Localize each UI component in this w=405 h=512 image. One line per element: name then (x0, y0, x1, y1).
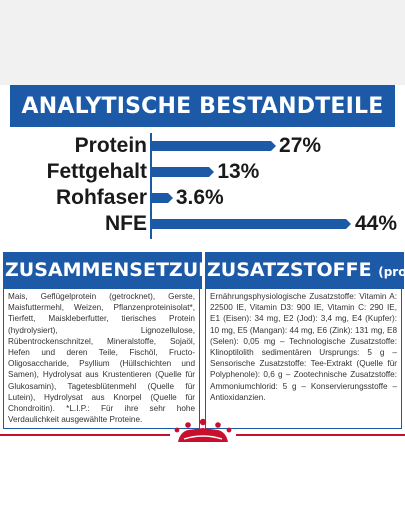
chart-value-label: 13% (217, 160, 260, 183)
royal-canin-crown-icon (174, 418, 232, 442)
composition-text: Mais, Geflügelprotein (getrocknet), Gers… (3, 289, 200, 429)
chart-value-label: 27% (279, 134, 322, 157)
chart-category-label: Fettgehalt (46, 160, 147, 183)
chart-value-label: 3.6% (175, 186, 224, 209)
chart-category-label: Protein (74, 134, 147, 157)
chart-bar (152, 193, 173, 203)
composition-heading: ZUSAMMENSETZUNG (3, 252, 202, 289)
additives-subtitle: (pro kg) (378, 265, 404, 279)
chart-row-rohfaser: Rohfaser 3.6% (0, 186, 405, 210)
chart-row-protein: Protein 27% (0, 134, 405, 158)
chart-category-label: Rohfaser (55, 186, 147, 209)
additives-text: Ernährungsphysiologische Zusatzstoffe: V… (205, 289, 402, 429)
chart-row-nfe: NFE 44% (0, 212, 405, 236)
chart-bar (152, 167, 215, 177)
additives-heading: ZUSATZSTOFFE (pro kg) (205, 252, 404, 289)
footer-line-right (236, 434, 405, 436)
footer-divider (0, 431, 405, 439)
additives-title: ZUSATZSTOFFE (207, 259, 372, 281)
chart-category-label: NFE (105, 212, 147, 235)
top-band (0, 0, 405, 85)
composition-title: ZUSAMMENSETZUNG (5, 259, 202, 281)
page-title: ANALYTISCHE BESTANDTEILE (10, 85, 395, 127)
chart-bar (152, 219, 351, 229)
footer-line-left (0, 434, 170, 436)
chart-axis (150, 133, 152, 239)
chart-bar (152, 141, 277, 151)
chart-value-label: 44% (354, 212, 397, 235)
chart-row-fettgehalt: Fettgehalt 13% (0, 160, 405, 184)
